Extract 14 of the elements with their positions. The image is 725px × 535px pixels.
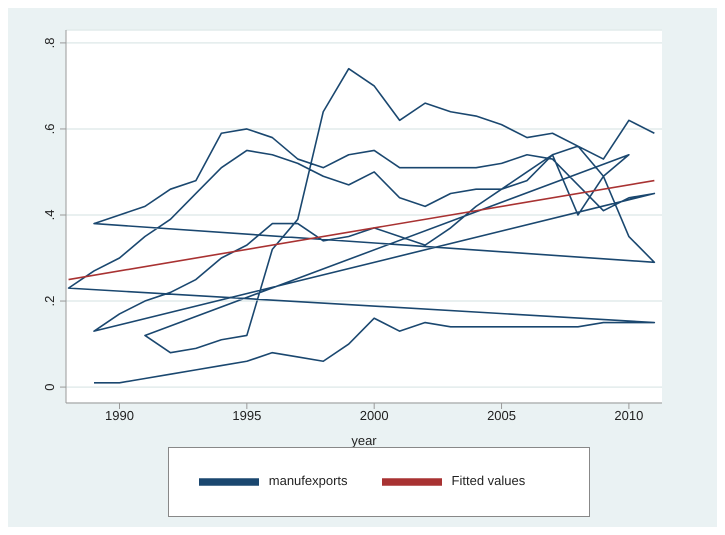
x-axis-title: year [351,433,378,448]
y-tick-label: .2 [42,296,57,306]
legend-label: manufexports [268,473,348,488]
x-tick-label: 2010 [614,408,644,424]
y-tick-label: .4 [42,210,57,220]
x-tick-label: 2005 [487,408,516,424]
y-tick-label: 0 [42,383,57,391]
legend-label: Fitted values [452,473,526,488]
x-tick-label: 2000 [360,408,389,424]
x-tick-label: 1990 [105,408,134,424]
y-tick-label: .6 [42,124,57,134]
x-tick-label: 1995 [232,408,262,424]
line-series [68,68,656,384]
y-tick-label: .8 [42,37,57,48]
